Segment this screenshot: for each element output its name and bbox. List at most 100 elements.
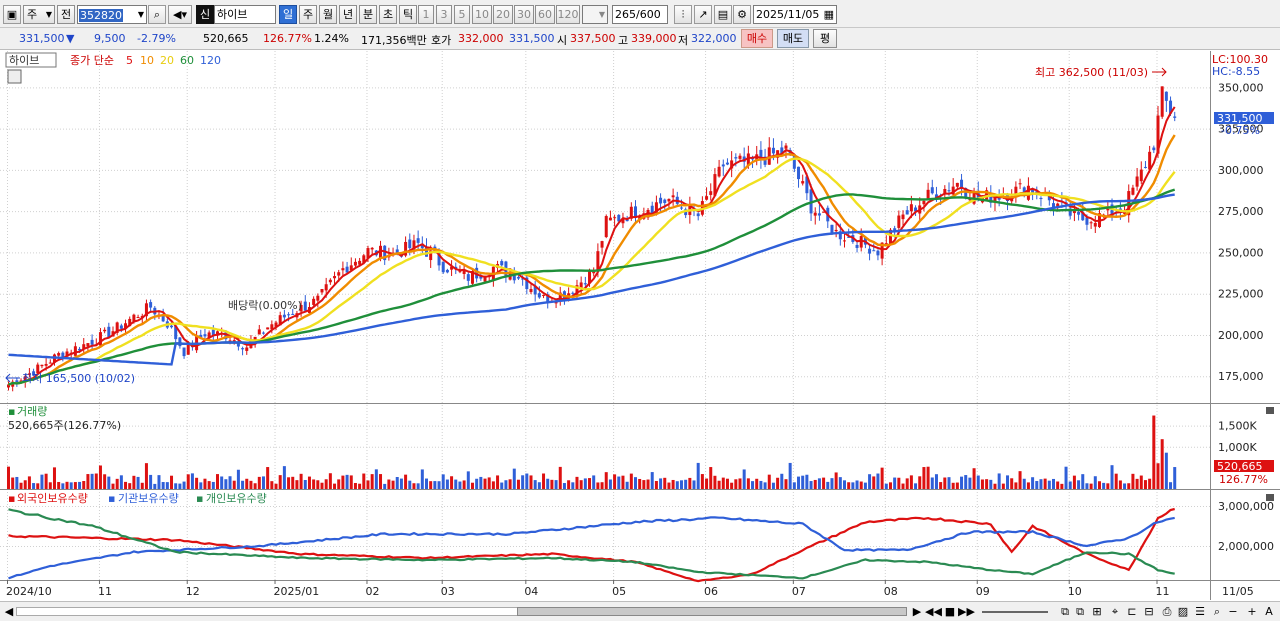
zoom-slider[interactable] — [982, 611, 1048, 613]
interval-3-button[interactable]: 3 — [436, 5, 452, 24]
volume-bar — [897, 477, 901, 489]
rewind-icon[interactable]: ◀◀ — [925, 605, 942, 618]
candle-body — [1068, 208, 1072, 216]
draw-tool-icon[interactable]: ↗ — [694, 5, 712, 24]
calendar-icon[interactable]: ▦ — [823, 8, 834, 21]
ruler-icon[interactable]: ⊏ — [1127, 605, 1137, 618]
candle-body — [792, 154, 796, 169]
code-input[interactable]: 352820 ▼ — [77, 5, 147, 24]
candle-type-icon[interactable]: ⫶ — [674, 5, 692, 24]
interval-20-button[interactable]: 20 — [493, 5, 513, 24]
candle-body — [149, 302, 153, 308]
layout-icon[interactable]: ⧉ — [1076, 605, 1084, 618]
market-select[interactable]: 주 ▼ — [23, 5, 55, 24]
interval-30-button[interactable]: 30 — [514, 5, 534, 24]
volume-bar — [751, 481, 755, 489]
price-panel-name: 하이브 — [9, 53, 39, 67]
panel-close-icon[interactable] — [1266, 407, 1274, 414]
candle-body — [379, 245, 383, 259]
count-input[interactable]: 265/600 — [612, 5, 668, 24]
copy-icon[interactable]: ⧉ — [1061, 605, 1069, 618]
volume-bar — [395, 477, 399, 489]
candle-body — [679, 207, 683, 209]
horizontal-scrollbar[interactable] — [16, 607, 907, 616]
play-icon[interactable]: ▶ — [912, 605, 922, 618]
volume-bar — [408, 480, 412, 489]
date-input[interactable]: 2025/11/05 ▦ — [753, 5, 837, 24]
zoom-in-icon[interactable]: + — [1247, 605, 1257, 618]
interval-120-button[interactable]: 120 — [556, 5, 580, 24]
interval-custom-input[interactable]: ▼ — [582, 5, 608, 24]
period-month-button[interactable]: 월 — [319, 5, 337, 24]
window-icon[interactable]: ▣ — [3, 5, 21, 24]
min-annotation: 최저 165,500 (10/02) — [22, 372, 135, 385]
volume-bar — [776, 477, 780, 489]
font-size-icon[interactable]: A — [1265, 605, 1273, 618]
candle-body — [1089, 222, 1093, 224]
volume-bar — [863, 482, 867, 489]
volume-bar — [1156, 463, 1160, 489]
image-icon[interactable]: ▨ — [1177, 605, 1189, 618]
holding-line-1 — [8, 516, 1175, 580]
volume-bar — [90, 473, 94, 489]
speaker-icon[interactable]: ◀▾ — [168, 5, 192, 24]
price-tick-label: 300,000 — [1218, 164, 1264, 177]
candle-body — [86, 343, 90, 347]
eval-button[interactable]: 평 — [813, 29, 837, 48]
ma-line-120 — [8, 193, 1175, 366]
grid-toggle-icon[interactable]: ⊞ — [1092, 605, 1102, 618]
candle-body — [98, 332, 102, 346]
period-tick-button[interactable]: 틱 — [399, 5, 417, 24]
volume-bar — [1114, 473, 1118, 489]
interval-1-button[interactable]: 1 — [418, 5, 434, 24]
period-minute-button[interactable]: 분 — [359, 5, 377, 24]
price-panel-name-box[interactable] — [5, 52, 57, 68]
volume-bar — [124, 481, 128, 489]
candle-body — [542, 294, 546, 296]
interval-5-button[interactable]: 5 — [454, 5, 470, 24]
period-mode-button[interactable]: 전 — [57, 5, 75, 24]
candle-body — [103, 329, 107, 332]
sell-button[interactable]: 매도 — [777, 29, 809, 48]
table-icon[interactable] — [7, 69, 22, 84]
volume-bar — [232, 480, 236, 489]
panel-close-icon[interactable] — [1266, 494, 1274, 501]
forward-icon[interactable]: ▶▶ — [958, 605, 975, 618]
interval-10-button[interactable]: 10 — [472, 5, 492, 24]
candle-body — [128, 318, 132, 327]
stop-icon[interactable]: ■ — [944, 605, 956, 618]
chart-svg[interactable]: 350,000 325,000 300,000 275,000 250,000 225,0… — [0, 51, 1280, 601]
volume-bar — [57, 481, 61, 489]
buy-button[interactable]: 매수 — [741, 29, 773, 48]
zoom-icon[interactable]: ⌕ — [1213, 605, 1221, 618]
volume-bar — [1127, 483, 1131, 489]
save-icon[interactable]: ▤ — [714, 5, 732, 24]
candle-body — [299, 304, 303, 312]
zoom-out-icon[interactable]: − — [1228, 605, 1238, 618]
period-year-button[interactable]: 년 — [339, 5, 357, 24]
list-icon[interactable]: ☰ — [1195, 605, 1205, 618]
candle-body — [412, 240, 416, 250]
interval-60-button[interactable]: 60 — [535, 5, 555, 24]
volume-bar — [140, 482, 144, 489]
compare-icon[interactable]: ⊟ — [1144, 605, 1154, 618]
crosshair-icon[interactable]: ⌖ — [1111, 605, 1119, 618]
max-annotation: 최고 362,500 (11/03) — [1035, 66, 1148, 79]
stock-name-field[interactable]: 하이브 — [214, 5, 276, 24]
scroll-thumb[interactable] — [517, 607, 907, 616]
chart-area[interactable]: 350,000 325,000 300,000 275,000 250,000 225,0… — [0, 51, 1280, 601]
scroll-left-icon[interactable]: ◀ — [4, 605, 14, 618]
period-day-button[interactable]: 일 — [279, 5, 297, 24]
ma-20-label: 20 — [160, 54, 174, 67]
volume-bar — [324, 479, 328, 489]
volume-bar — [746, 478, 750, 489]
period-second-button[interactable]: 초 — [379, 5, 397, 24]
x-axis-labels: 2024/10 11 12 2025/01 02 03 04 05 06 07 08 09 10 11 — [6, 580, 1170, 598]
gear-icon[interactable]: ⚙ — [733, 5, 751, 24]
volume-bar — [1160, 439, 1164, 489]
chevron-down-icon[interactable]: ▼ — [137, 10, 144, 19]
volume-bar — [709, 467, 713, 489]
period-week-button[interactable]: 주 — [299, 5, 317, 24]
search-icon[interactable]: ⌕ — [148, 5, 166, 24]
print-icon[interactable]: ⎙ — [1162, 605, 1172, 618]
